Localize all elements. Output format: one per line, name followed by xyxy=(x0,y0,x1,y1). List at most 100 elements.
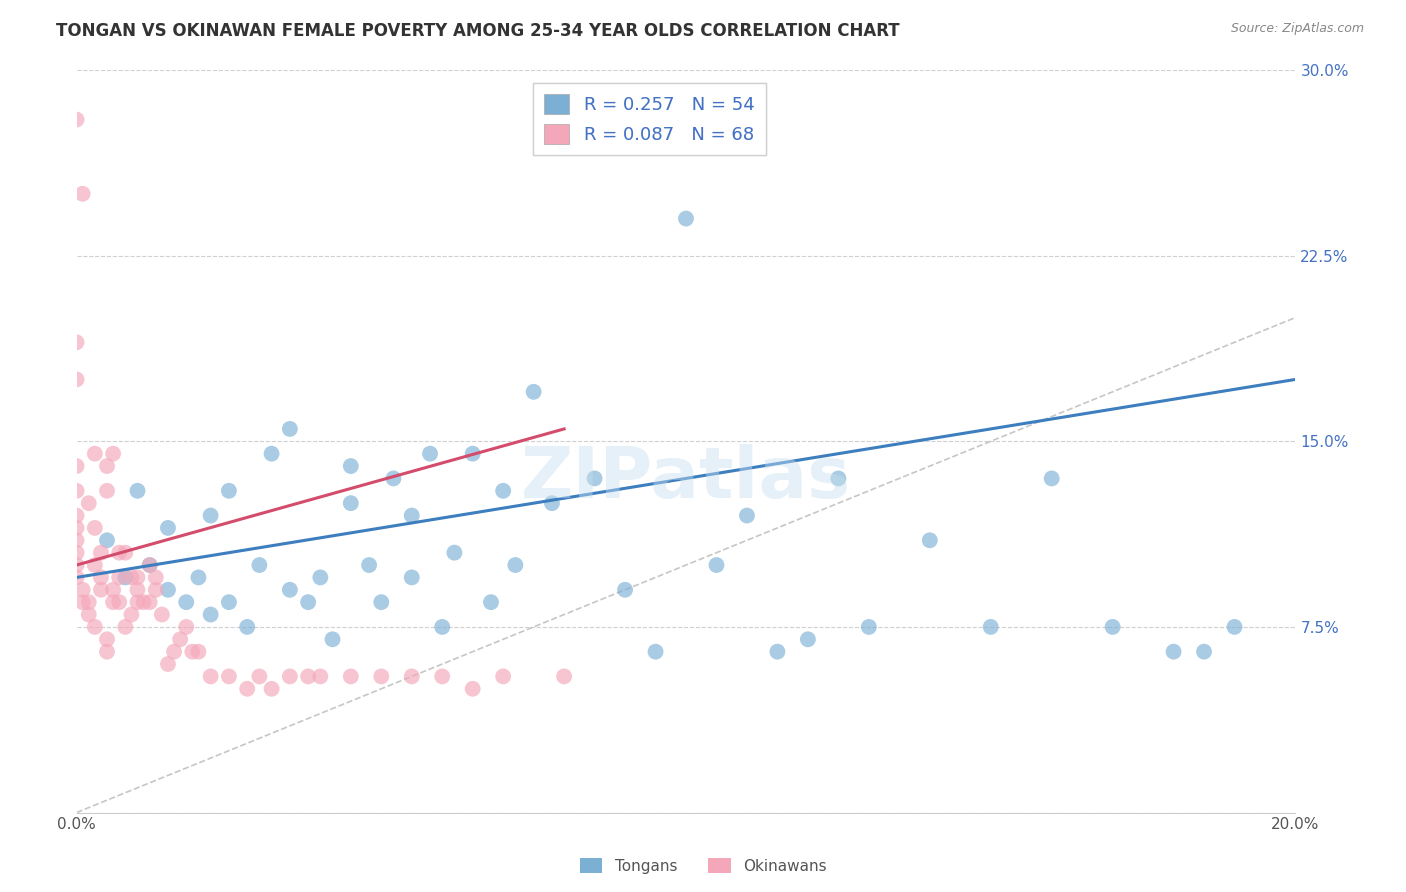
Point xyxy=(174,620,197,634)
Point xyxy=(127,483,149,498)
Point xyxy=(766,645,789,659)
Point xyxy=(114,570,136,584)
Point xyxy=(65,570,87,584)
Point xyxy=(65,533,87,548)
Point xyxy=(980,620,1002,634)
Point xyxy=(138,558,160,572)
Point xyxy=(706,558,728,572)
Point xyxy=(72,595,94,609)
Point xyxy=(65,335,87,350)
Point xyxy=(432,669,454,683)
Point xyxy=(114,546,136,560)
Point xyxy=(401,508,423,523)
Point xyxy=(77,496,100,510)
Point xyxy=(218,669,240,683)
Point xyxy=(65,521,87,535)
Point xyxy=(96,533,118,548)
Point xyxy=(553,137,575,152)
Point xyxy=(108,595,131,609)
Point xyxy=(309,669,332,683)
Point xyxy=(169,632,191,647)
Point xyxy=(120,607,142,622)
Point xyxy=(65,508,87,523)
Point xyxy=(236,620,259,634)
Point xyxy=(322,632,344,647)
Point xyxy=(443,546,465,560)
Point xyxy=(101,582,124,597)
Point xyxy=(479,595,502,609)
Point xyxy=(260,447,283,461)
Point xyxy=(156,521,179,535)
Point xyxy=(827,471,849,485)
Point xyxy=(260,681,283,696)
Point xyxy=(127,595,149,609)
Point xyxy=(138,595,160,609)
Point xyxy=(187,645,209,659)
Point xyxy=(461,681,484,696)
Point xyxy=(150,607,173,622)
Text: ZIPatlas: ZIPatlas xyxy=(522,444,851,513)
Point xyxy=(1192,645,1215,659)
Point xyxy=(309,570,332,584)
Point xyxy=(101,447,124,461)
Point xyxy=(156,657,179,671)
Point xyxy=(247,669,270,683)
Point xyxy=(65,372,87,386)
Point xyxy=(65,458,87,473)
Point xyxy=(382,471,405,485)
Point xyxy=(236,681,259,696)
Point xyxy=(96,645,118,659)
Point xyxy=(797,632,820,647)
Point xyxy=(72,582,94,597)
Point xyxy=(461,447,484,461)
Point xyxy=(65,558,87,572)
Text: Source: ZipAtlas.com: Source: ZipAtlas.com xyxy=(1230,22,1364,36)
Point xyxy=(200,669,222,683)
Point xyxy=(340,669,363,683)
Point xyxy=(858,620,880,634)
Text: TONGAN VS OKINAWAN FEMALE POVERTY AMONG 25-34 YEAR OLDS CORRELATION CHART: TONGAN VS OKINAWAN FEMALE POVERTY AMONG … xyxy=(56,22,900,40)
Point xyxy=(90,570,112,584)
Point xyxy=(90,546,112,560)
Point xyxy=(96,458,118,473)
Point xyxy=(541,496,564,510)
Point xyxy=(340,496,363,510)
Point xyxy=(200,508,222,523)
Point xyxy=(644,645,666,659)
Point xyxy=(340,458,363,473)
Point xyxy=(218,483,240,498)
Point xyxy=(278,669,301,683)
Point xyxy=(218,595,240,609)
Point xyxy=(553,669,575,683)
Point xyxy=(65,483,87,498)
Point xyxy=(278,422,301,436)
Point xyxy=(145,570,167,584)
Point xyxy=(432,620,454,634)
Point xyxy=(297,595,319,609)
Point xyxy=(492,483,515,498)
Point xyxy=(145,582,167,597)
Point xyxy=(72,186,94,201)
Point xyxy=(127,582,149,597)
Point xyxy=(96,632,118,647)
Point xyxy=(101,595,124,609)
Point xyxy=(174,595,197,609)
Point xyxy=(83,447,105,461)
Point xyxy=(247,558,270,572)
Point xyxy=(65,546,87,560)
Point xyxy=(181,645,204,659)
Point xyxy=(90,582,112,597)
Point xyxy=(297,669,319,683)
Point xyxy=(492,669,515,683)
Point xyxy=(735,508,758,523)
Point xyxy=(108,570,131,584)
Point xyxy=(1223,620,1246,634)
Point xyxy=(83,620,105,634)
Point xyxy=(77,607,100,622)
Point xyxy=(370,669,392,683)
Point xyxy=(614,582,637,597)
Legend: R = 0.257   N = 54, R = 0.087   N = 68: R = 0.257 N = 54, R = 0.087 N = 68 xyxy=(533,83,765,155)
Point xyxy=(138,558,160,572)
Point xyxy=(156,582,179,597)
Point xyxy=(114,620,136,634)
